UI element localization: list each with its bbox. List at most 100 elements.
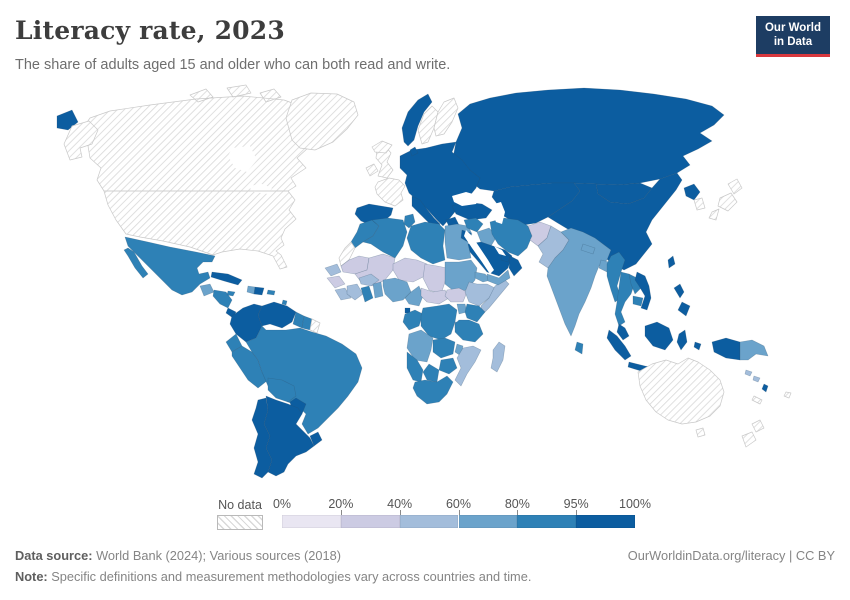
country-india[interactable] [546,227,612,337]
country-tanzania[interactable] [454,319,484,343]
footer-link[interactable]: OurWorldinData.org/literacy | CC BY [627,548,835,563]
country-nigeria[interactable] [382,277,412,303]
country-sri-lanka[interactable] [574,341,584,355]
country-south-africa[interactable] [412,375,454,405]
country-south-sudan[interactable] [444,287,468,303]
legend-tick-label-95: 95% [563,497,589,511]
country-oman[interactable] [508,255,523,277]
footer-note: Note: Specific definitions and measureme… [15,569,531,584]
country-dominican-republic[interactable] [253,286,265,296]
country-mexico[interactable] [123,236,216,296]
water-caspian-sea [492,202,505,224]
country-algeria[interactable] [362,217,408,259]
country-north-korea[interactable] [683,183,701,201]
country-central-african-republic[interactable] [420,287,450,305]
country-democratic-republic-of-congo[interactable] [420,303,458,341]
country-new-zealand[interactable] [741,419,765,448]
country-french-guiana[interactable] [309,318,321,334]
country-solomon-islands[interactable] [744,369,761,383]
country-guinea[interactable] [326,275,346,289]
data-source-text: World Bank (2024); Various sources (2018… [92,548,342,563]
country-papua-new-guinea[interactable] [739,339,769,361]
country-australia[interactable] [637,357,725,438]
footer-data-source: Data source: World Bank (2024); Various … [15,548,341,563]
country-uruguay[interactable] [309,431,323,447]
country-syria[interactable] [463,217,484,233]
country-canada[interactable] [79,84,313,192]
country-south-korea[interactable] [693,197,706,211]
country-united-states[interactable] [63,120,297,270]
country-bolivia[interactable] [267,377,297,403]
country-iceland[interactable] [371,140,393,154]
country-angola[interactable] [406,329,434,363]
country-guatemala[interactable] [199,283,215,297]
chart-subtitle: The share of adults aged 15 and older wh… [15,57,451,73]
country-cambodia[interactable] [632,295,644,307]
country-somalia[interactable] [480,279,510,315]
country-madagascar[interactable] [490,341,506,373]
country-eritrea[interactable] [474,271,492,283]
country-zambia[interactable] [432,337,456,359]
country-philippines[interactable] [673,283,691,317]
country-puerto-rico[interactable] [266,289,276,296]
country-taiwan[interactable] [667,255,676,269]
country-ghana[interactable] [360,285,374,303]
country-brazil[interactable] [245,325,363,435]
country-chad[interactable] [422,263,448,295]
country-united-arab-emirates[interactable] [500,253,511,263]
country-fiji[interactable] [783,391,792,399]
legend-tick-label-100: 100% [619,497,651,511]
owid-logo-line1: Our World [764,22,821,34]
country-ireland[interactable] [365,163,379,177]
country-china[interactable] [547,172,683,271]
country-vanuatu[interactable] [761,383,769,393]
country-cameroon[interactable] [404,285,424,307]
country-france[interactable] [374,177,406,207]
legend-bin-80-95[interactable] [517,515,577,528]
country-zimbabwe[interactable] [438,357,458,375]
country-jamaica[interactable] [226,290,236,297]
country-denmark[interactable] [409,146,419,157]
country-iran[interactable] [489,217,533,257]
country-finland[interactable] [433,97,459,137]
water-red-sea [464,230,494,274]
legend-bin-0-20[interactable] [282,515,341,528]
legend-no-data-label: No data [218,498,262,512]
water-black-sea [452,192,480,206]
country-greenland[interactable] [285,92,359,151]
legend-no-data-swatch[interactable] [217,515,263,530]
legend-bin-40-60[interactable] [399,515,459,528]
country-vietnam[interactable] [634,271,652,311]
country-togo-and-benin[interactable] [372,281,384,299]
country-japan[interactable] [708,178,743,221]
country-sweden[interactable] [417,105,439,145]
country-cuba[interactable] [210,271,243,286]
country-gabon-and-congo[interactable] [402,309,424,331]
legend-bin-20-40[interactable] [340,515,400,528]
legend-tick-label-40: 40% [387,497,413,511]
country-sierra-leone-and-liberia[interactable] [334,287,352,301]
country-turkey[interactable] [451,201,493,221]
country-new-caledonia[interactable] [751,395,763,405]
country-mozambique[interactable] [454,345,482,387]
country-nepal[interactable] [580,243,596,255]
country-burkina-faso[interactable] [358,273,380,287]
country-tunisia[interactable] [403,213,416,229]
country-venezuela[interactable] [257,301,297,329]
country-malaysia[interactable] [616,323,630,341]
legend-bin-95-100[interactable] [576,515,635,528]
country-norway[interactable] [401,93,433,147]
country-libya[interactable] [406,221,446,265]
country-botswana[interactable] [422,363,440,383]
country-senegal[interactable] [324,263,342,277]
legend-bin-60-80[interactable] [458,515,518,528]
country-haiti[interactable] [246,285,256,295]
country-niger[interactable] [392,257,428,283]
country-cote-d-ivoire[interactable] [346,283,364,301]
country-kenya[interactable] [464,303,486,323]
country-chile[interactable] [251,397,273,479]
owid-logo[interactable]: Our World in Data [755,16,830,57]
country-yemen[interactable] [486,269,511,286]
